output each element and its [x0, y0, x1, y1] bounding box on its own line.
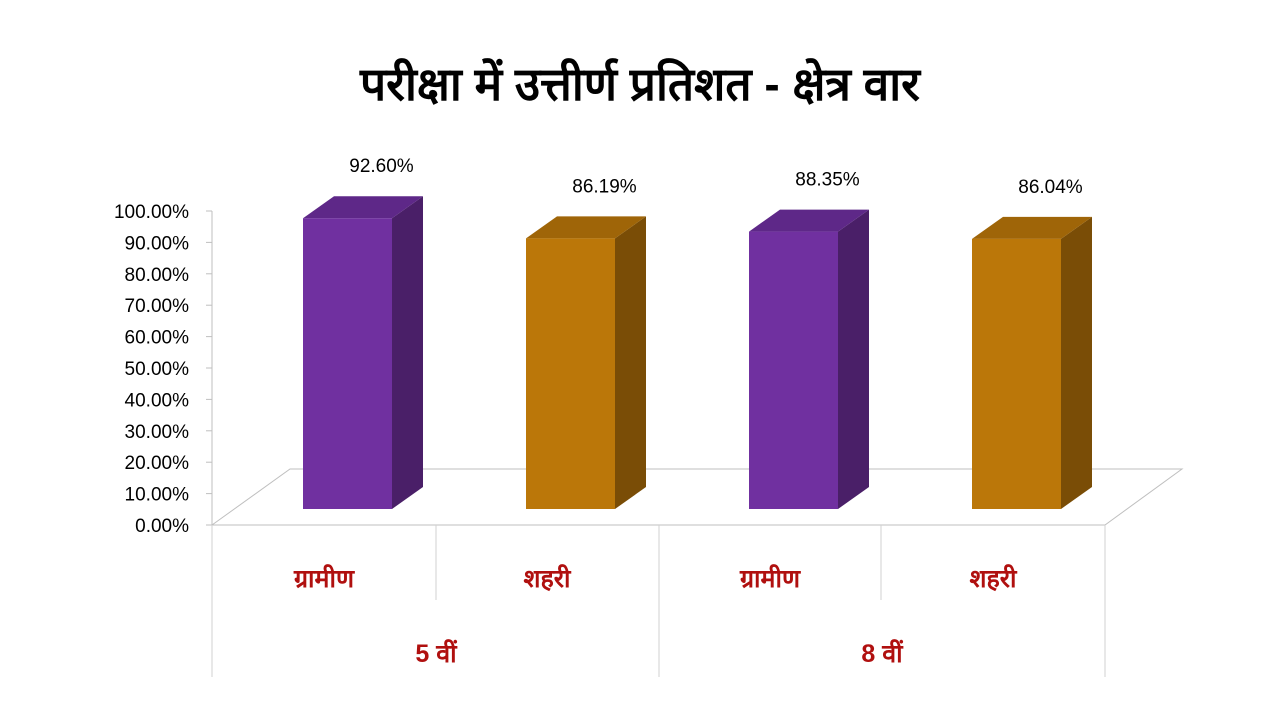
- x-category-label: ग्रामीण: [293, 564, 355, 593]
- y-tick-label: 90.00%: [125, 233, 190, 254]
- bar-side: [615, 216, 646, 509]
- x-category-label: ग्रामीण: [739, 564, 801, 593]
- x-group-label: 5 वीं: [415, 639, 458, 668]
- bar: [526, 238, 615, 509]
- chart-title: परीक्षा में उत्तीर्ण प्रतिशत - क्षेत्र व…: [360, 58, 920, 110]
- y-tick-label: 0.00%: [135, 516, 189, 537]
- y-tick-label: 60.00%: [125, 328, 190, 349]
- y-tick-label: 30.00%: [125, 422, 190, 443]
- bar-top: [972, 216, 1092, 239]
- bar-top: [303, 196, 423, 219]
- x-category-label: शहरी: [524, 564, 573, 593]
- x-category-label: शहरी: [970, 564, 1019, 593]
- data-label: 92.60%: [349, 156, 414, 177]
- bar-side: [838, 209, 869, 509]
- y-tick-label: 10.00%: [125, 485, 190, 506]
- data-label: 88.35%: [795, 170, 860, 191]
- bar-top: [526, 216, 646, 239]
- y-tick-label: 20.00%: [125, 453, 190, 474]
- bar: [303, 218, 392, 509]
- y-tick-label: 100.00%: [114, 202, 189, 223]
- y-tick-label: 50.00%: [125, 359, 190, 380]
- data-label: 86.19%: [572, 176, 637, 197]
- bar: [749, 231, 838, 509]
- y-tick-label: 80.00%: [125, 265, 190, 286]
- y-tick-label: 70.00%: [125, 296, 190, 317]
- bar-side: [392, 196, 423, 509]
- y-tick-label: 40.00%: [125, 390, 190, 411]
- bar-top: [749, 209, 869, 232]
- bar-side: [1061, 216, 1092, 509]
- data-label: 86.04%: [1018, 177, 1083, 198]
- bar: [972, 238, 1061, 509]
- floor-plane: [210, 468, 1184, 526]
- x-group-label: 8 वीं: [861, 639, 904, 668]
